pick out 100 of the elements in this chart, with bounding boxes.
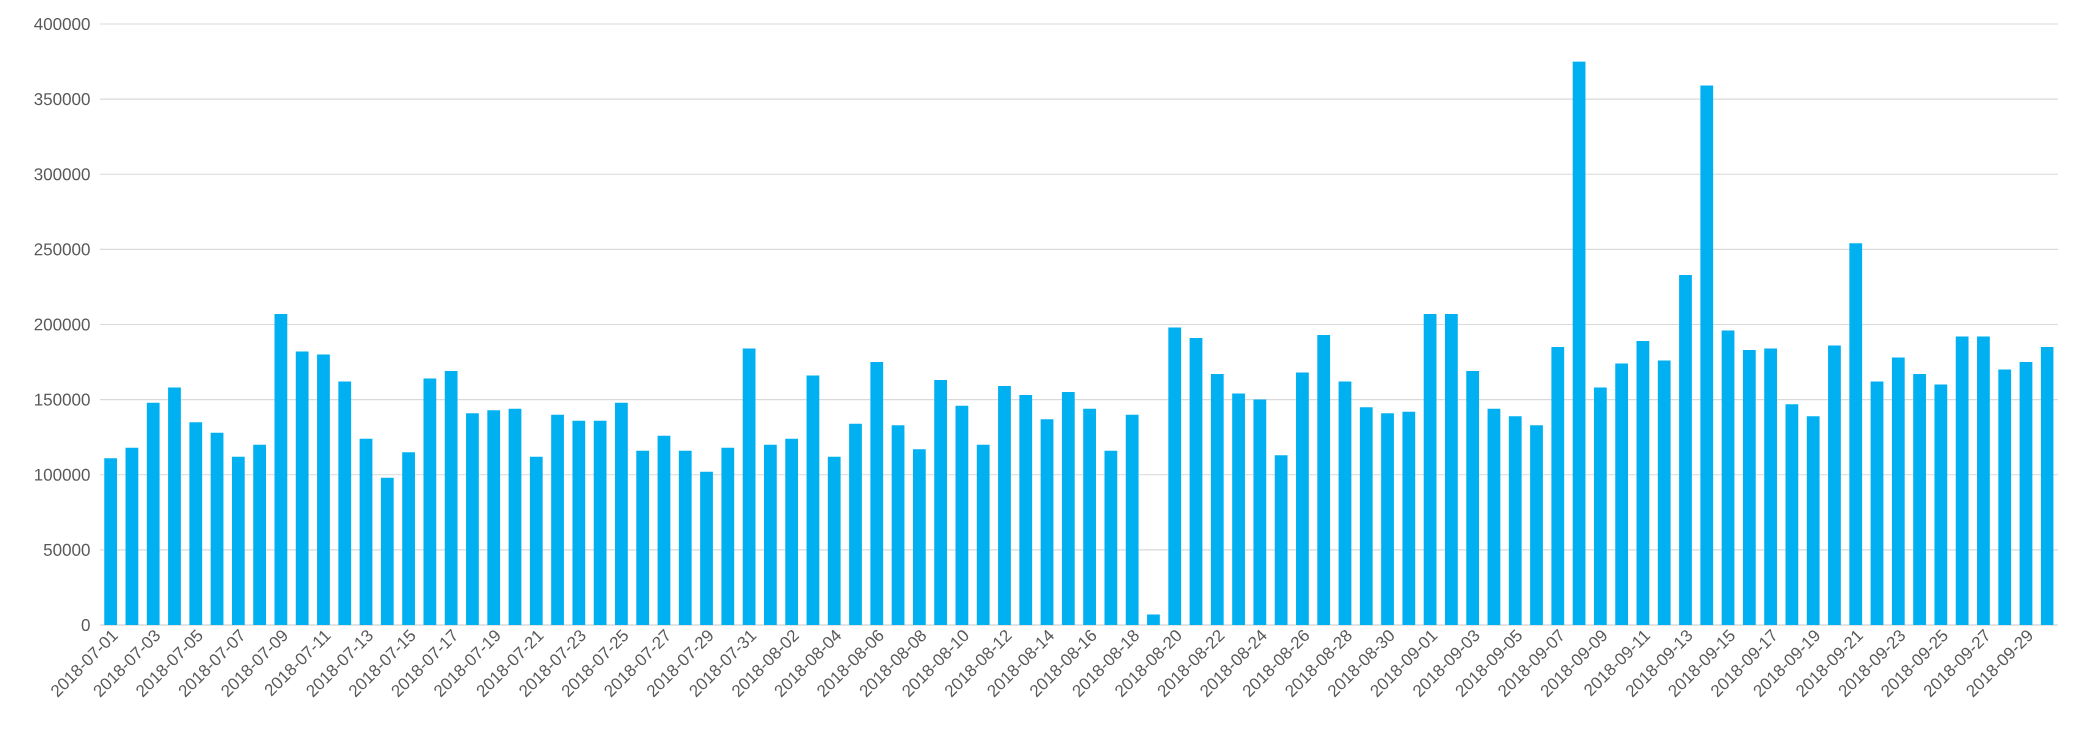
bar — [1232, 393, 1245, 625]
bar — [2040, 347, 2054, 625]
bar — [1466, 371, 1480, 625]
bar — [849, 423, 862, 625]
bar — [1530, 425, 1543, 625]
bar — [998, 386, 1011, 625]
bar — [1764, 348, 1777, 625]
bar — [274, 313, 288, 625]
bar — [1955, 336, 1969, 625]
bar — [1913, 374, 1926, 625]
bar — [1572, 61, 1586, 625]
bar — [1104, 450, 1118, 625]
bar — [1083, 408, 1096, 625]
bar — [1508, 416, 1522, 625]
bar — [785, 438, 799, 625]
bar — [1125, 414, 1139, 625]
bar — [1657, 360, 1671, 625]
bar — [934, 380, 948, 625]
bar — [168, 387, 181, 625]
bar — [827, 456, 841, 625]
bar — [678, 450, 692, 625]
bar — [1742, 350, 1756, 625]
bar — [1253, 399, 1267, 625]
y-tick-label: 150000 — [35, 393, 90, 406]
bar — [104, 458, 118, 625]
bar — [551, 414, 564, 625]
bar — [1721, 330, 1735, 625]
bar — [1189, 338, 1203, 625]
bar — [1381, 413, 1394, 625]
bar — [508, 408, 522, 625]
bar — [1210, 374, 1224, 625]
bar — [466, 413, 479, 625]
bar — [1274, 455, 1288, 625]
y-tick-label: 250000 — [34, 243, 90, 256]
bar — [912, 449, 926, 625]
bar — [1870, 381, 1884, 625]
bar — [572, 420, 586, 625]
y-tick-label: 100000 — [35, 468, 90, 481]
bar — [1147, 614, 1160, 625]
bar — [529, 456, 543, 625]
bar — [1785, 404, 1799, 625]
bar — [1891, 357, 1905, 625]
bar — [1593, 387, 1607, 625]
bar — [189, 422, 203, 625]
bar — [146, 402, 160, 625]
y-tick-label: 50000 — [43, 543, 90, 556]
bar — [125, 447, 139, 625]
bar — [615, 402, 628, 625]
y-tick-label: 400000 — [34, 17, 90, 31]
bar — [891, 425, 905, 625]
bar — [210, 432, 224, 625]
bar — [593, 420, 607, 625]
bar — [1061, 392, 1075, 625]
bar — [1402, 411, 1416, 625]
bar — [359, 438, 373, 625]
bar — [1487, 408, 1501, 625]
bar — [231, 456, 245, 625]
bar — [1551, 347, 1565, 625]
bar — [1019, 395, 1033, 625]
y-tick-label: 300000 — [34, 168, 90, 181]
bar — [1338, 381, 1352, 625]
bar — [1934, 384, 1948, 625]
bar — [976, 444, 990, 625]
y-tick-label: 0 — [81, 618, 90, 632]
bar — [423, 378, 437, 625]
bar — [636, 450, 650, 625]
bar — [1359, 407, 1373, 625]
bar — [1977, 336, 1990, 625]
bar — [742, 348, 756, 625]
bar — [721, 447, 735, 625]
bar — [380, 477, 394, 625]
bar — [870, 362, 884, 625]
bar — [1828, 345, 1841, 625]
y-tick-label: 350000 — [34, 93, 90, 106]
bar — [1423, 313, 1437, 625]
bar — [487, 410, 501, 625]
bar — [2019, 362, 2033, 625]
bar — [444, 371, 458, 625]
bar — [806, 375, 820, 625]
bar — [1168, 327, 1182, 625]
bar — [1636, 341, 1650, 625]
bar — [1998, 369, 2012, 625]
bar — [657, 435, 671, 625]
y-tick-label: 200000 — [34, 318, 90, 331]
bar — [763, 444, 777, 625]
bar — [1806, 416, 1820, 625]
bar — [1615, 363, 1629, 625]
bar — [295, 351, 309, 625]
bar — [1849, 243, 1863, 625]
bar — [1317, 335, 1331, 625]
bar — [1040, 419, 1054, 625]
bar — [338, 381, 352, 625]
bar — [1679, 274, 1692, 625]
bar — [1296, 372, 1309, 625]
bar — [1445, 313, 1458, 625]
bar — [317, 354, 330, 625]
bar — [700, 471, 713, 625]
bar — [1700, 85, 1714, 625]
bar — [402, 452, 415, 625]
bar — [955, 405, 969, 625]
